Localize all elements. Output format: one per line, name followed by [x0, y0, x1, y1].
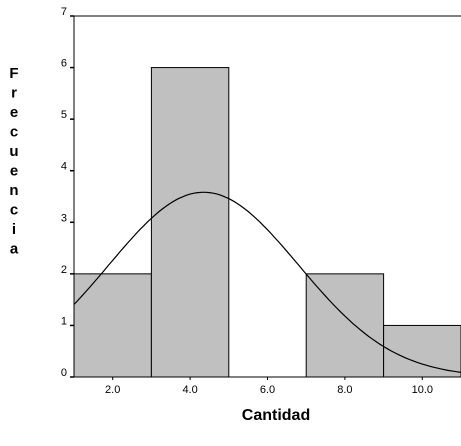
y-tick-label: 0: [61, 367, 67, 379]
bars-layer: [73, 67, 461, 378]
y-axis-label-letter: c: [10, 202, 18, 219]
x-tick-label: 8.0: [337, 384, 352, 396]
curve-layer: [73, 191, 461, 373]
y-axis-label-letter: a: [10, 241, 19, 258]
x-tick-label: 10.0: [412, 384, 433, 396]
histogram-bar-2: [150, 67, 230, 378]
histogram-bar-1: [73, 273, 152, 378]
histogram-bar-4: [305, 273, 385, 378]
y-axis-label-letter: e: [10, 104, 18, 121]
y-axis-label-letter: u: [9, 143, 18, 160]
y-tick-label: 3: [61, 212, 67, 224]
x-axis-label: Cantidad: [242, 407, 310, 424]
y-axis-label-letter: n: [9, 182, 18, 199]
x-tick-label: 6.0: [260, 384, 275, 396]
y-axis-label-letter: e: [10, 163, 18, 180]
y-tick-label: 5: [61, 109, 67, 121]
y-axis-label-letter: F: [9, 65, 18, 82]
y-axis-label-letter: i: [12, 221, 16, 238]
y-tick-label: 2: [61, 264, 67, 276]
ticks-layer: 0 1 2 3 4 5 6 7 2.0 4.0 6.0 8.0 10.0: [61, 6, 433, 396]
x-tick-label: 2.0: [105, 384, 120, 396]
y-tick-label: 4: [61, 161, 67, 173]
histogram-bar-5: [383, 324, 461, 378]
y-axis-label-letter: c: [10, 124, 18, 141]
y-axis-label-letter: r: [11, 85, 17, 102]
y-tick-label: 7: [61, 6, 67, 18]
x-tick-label: 4.0: [182, 384, 197, 396]
normal-curve-line: [73, 191, 461, 373]
y-tick-label: 6: [61, 58, 67, 70]
y-tick-label: 1: [61, 315, 67, 327]
